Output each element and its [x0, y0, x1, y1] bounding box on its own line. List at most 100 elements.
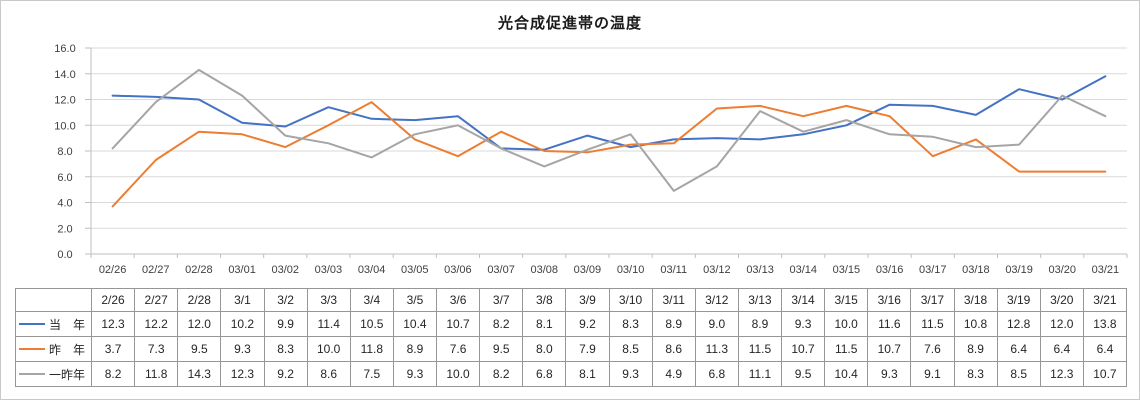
- table-cell: 8.3: [608, 311, 653, 337]
- table-cell: 9.5: [479, 336, 524, 362]
- table-cell: 4.9: [651, 361, 696, 387]
- table-cell: 12.0: [177, 311, 222, 337]
- y-axis-tick-label: 16.0: [54, 43, 75, 55]
- table-cell: 8.9: [651, 311, 696, 337]
- table-cell: 8.1: [565, 361, 610, 387]
- chart-title: 光合成促進帯の温度: [497, 15, 642, 32]
- table-cell: 9.2: [263, 361, 308, 387]
- table-cell: 8.5: [996, 361, 1041, 387]
- legend-label: 当 年: [49, 317, 86, 332]
- y-axis-tick-label: 10.0: [54, 120, 75, 132]
- x-axis-tick-label: 02/26: [99, 264, 127, 276]
- x-axis-tick-label: 03/03: [315, 264, 343, 276]
- table-cell: 6.4: [1082, 336, 1128, 362]
- table-corner-cell: [15, 288, 92, 312]
- x-axis-tick-label: 03/07: [487, 264, 515, 276]
- table-cell: 8.2: [479, 311, 524, 337]
- table-col-header: 3/19: [996, 288, 1041, 312]
- table-cell: 6.8: [522, 361, 567, 387]
- x-axis-tick-label: 03/11: [660, 264, 687, 276]
- table-cell: 11.6: [867, 311, 912, 337]
- table-cell: 8.0: [522, 336, 567, 362]
- table-cell: 10.4: [824, 361, 869, 387]
- table-col-header: 3/12: [694, 288, 739, 312]
- table-cell: 13.8: [1082, 311, 1128, 337]
- table-cell: 10.7: [1082, 361, 1128, 387]
- table-cell: 7.6: [435, 336, 481, 362]
- table-col-header: 3/13: [737, 288, 783, 312]
- y-axis-tick-label: 4.0: [57, 198, 72, 210]
- table-cell: 7.6: [910, 336, 955, 362]
- table-col-header: 3/11: [651, 288, 696, 312]
- table-col-header: 3/2: [263, 288, 308, 312]
- table-cell: 10.0: [824, 311, 869, 337]
- table-cell: 8.6: [306, 361, 351, 387]
- table-cell: 8.9: [953, 336, 998, 362]
- table-cell: 10.7: [780, 336, 826, 362]
- table-cell: 8.2: [479, 361, 524, 387]
- table-cell: 14.3: [177, 361, 222, 387]
- table-cell: 10.7: [435, 311, 481, 337]
- table-col-header: 3/10: [608, 288, 653, 312]
- table-col-header: 2/28: [177, 288, 222, 312]
- table-col-header: 3/18: [953, 288, 998, 312]
- table-cell: 9.2: [565, 311, 610, 337]
- x-axis-tick-label: 03/21: [1092, 264, 1120, 276]
- table-cell: 9.0: [694, 311, 739, 337]
- table-cell: 8.5: [608, 336, 653, 362]
- table-col-header: 3/6: [435, 288, 481, 312]
- x-axis-tick-label: 03/13: [746, 264, 774, 276]
- x-axis-tick-label: 03/12: [703, 264, 731, 276]
- table-cell: 6.4: [1039, 336, 1084, 362]
- table-cell: 9.3: [392, 361, 438, 387]
- table-row-last-year: 昨 年 3.7 7.3 9.5 9.3 8.3 10.0 11.8 8.9 7.6 9.5 8.0 7.…: [15, 336, 1128, 362]
- table-col-header: 3/15: [824, 288, 869, 312]
- table-cell: 12.3: [220, 361, 265, 387]
- table-col-header: 3/3: [306, 288, 351, 312]
- table-cell: 11.5: [737, 336, 783, 362]
- x-axis-tick-label: 03/20: [1048, 264, 1076, 276]
- y-axis-tick-label: 0.0: [57, 249, 72, 261]
- table-cell: 12.0: [1039, 311, 1084, 337]
- table-cell: 8.9: [737, 311, 783, 337]
- table-cell: 9.3: [867, 361, 912, 387]
- table-col-header: 3/21: [1082, 288, 1128, 312]
- y-axis-tick-label: 6.0: [57, 172, 72, 184]
- table-cell: 10.4: [392, 311, 438, 337]
- table-row-this-year: 当 年 12.3 12.2 12.0 10.2 9.9 11.4 10.5 10.4 10.7 8.…: [15, 311, 1128, 337]
- table-col-header: 3/17: [910, 288, 955, 312]
- table-cell: 9.3: [220, 336, 265, 362]
- x-axis-tick-label: 03/17: [919, 264, 947, 276]
- y-axis-tick-label: 8.0: [57, 146, 72, 158]
- table-cell: 10.5: [349, 311, 394, 337]
- table-cell: 6.8: [694, 361, 739, 387]
- table-cell: 11.1: [737, 361, 783, 387]
- table-col-header: 2/27: [134, 288, 179, 312]
- table-col-header: 3/20: [1039, 288, 1084, 312]
- table-cell: 9.5: [177, 336, 222, 362]
- table-col-header: 3/1: [220, 288, 265, 312]
- table-cell: 10.0: [306, 336, 351, 362]
- x-axis-tick-label: 03/08: [530, 264, 558, 276]
- table-col-header: 3/9: [565, 288, 610, 312]
- legend-line-swatch-this-year: [19, 323, 45, 325]
- x-axis-tick-label: 03/01: [228, 264, 256, 276]
- x-axis-tick-label: 03/19: [1005, 264, 1033, 276]
- table-cell: 12.8: [996, 311, 1041, 337]
- table-cell: 9.1: [910, 361, 955, 387]
- table-row-header: 当 年: [15, 311, 92, 337]
- x-axis-tick-label: 02/28: [185, 264, 213, 276]
- x-axis-tick-label: 03/18: [962, 264, 990, 276]
- table-col-header: 3/14: [780, 288, 826, 312]
- table-row-header: 昨 年: [15, 336, 92, 362]
- legend-line-swatch-last-year: [19, 348, 45, 350]
- y-axis-tick-label: 2.0: [57, 223, 72, 235]
- table-cell: 12.3: [90, 311, 136, 337]
- table-cell: 6.4: [996, 336, 1041, 362]
- table-cell: 10.7: [867, 336, 912, 362]
- table-cell: 7.3: [134, 336, 179, 362]
- table-cell: 10.0: [435, 361, 481, 387]
- y-axis-tick-label: 12.0: [54, 95, 75, 107]
- table-cell: 7.5: [349, 361, 394, 387]
- x-axis-tick-label: 03/09: [574, 264, 602, 276]
